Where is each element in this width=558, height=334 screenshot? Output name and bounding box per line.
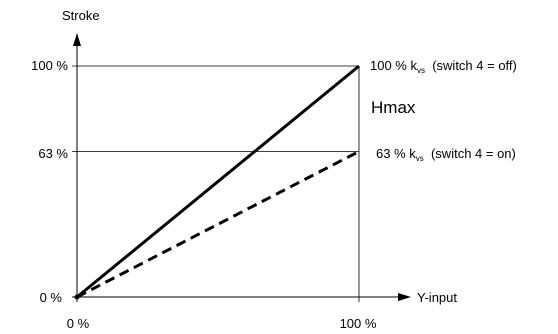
series xyxy=(74,64,360,300)
y-axis-arrowhead xyxy=(73,33,81,46)
y-tick-label-100: 100 % xyxy=(31,58,68,73)
annotation-hmax: Hmax xyxy=(371,98,416,117)
annotation-kvs-on-main: 63 % k xyxy=(376,146,416,161)
x-axis-title: Y-input xyxy=(417,290,457,305)
annotation-kvs-off: 100 % kvs (switch 4 = off) xyxy=(370,58,517,75)
annotation-kvs-on-sub: vs xyxy=(416,154,424,163)
axes xyxy=(72,33,411,302)
annotation-kvs-off-sub: vs xyxy=(417,66,425,75)
y-tick-label-0: 0 % xyxy=(40,290,63,305)
y-tick-label-63: 63 % xyxy=(38,146,68,161)
annotation-kvs-off-tail: (switch 4 = off) xyxy=(425,58,517,73)
grid-lines xyxy=(72,65,360,302)
x-axis-arrowhead xyxy=(398,293,411,301)
y-axis-title: Stroke xyxy=(62,8,100,23)
x-tick-label-100: 100 % xyxy=(340,316,377,331)
series-line-solid xyxy=(76,64,360,299)
x-tick-label-0: 0 % xyxy=(67,316,90,331)
annotation-kvs-off-main: 100 % k xyxy=(370,58,417,73)
series-line-dashed xyxy=(76,150,360,299)
annotation-kvs-on-tail: (switch 4 = on) xyxy=(424,146,516,161)
origin-point xyxy=(74,294,80,300)
annotation-kvs-on: 63 % kvs (switch 4 = on) xyxy=(376,146,516,163)
